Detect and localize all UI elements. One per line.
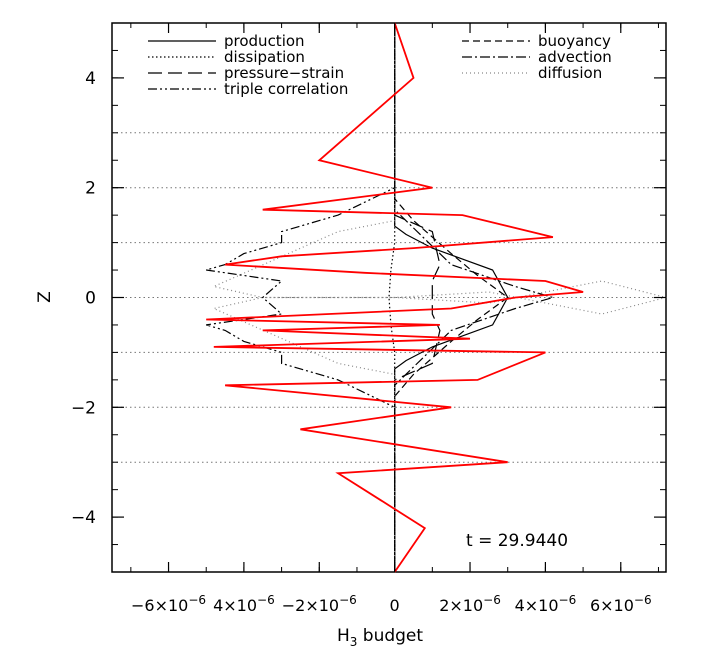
y-axis-label: Z <box>35 291 55 303</box>
x-tick-label-mantissa: 6×10 <box>590 596 634 615</box>
x-tick-label-mantissa: 0 <box>390 596 400 615</box>
x-axis-label-rest: budget <box>357 626 423 646</box>
x-tick-label-mantissa: 4×10 <box>515 596 559 615</box>
x-tick-label: 0 <box>390 596 400 615</box>
legend-label-pressure-strain: pressure−strain <box>224 64 344 82</box>
x-axis-label: H3 budget <box>337 626 423 649</box>
y-tick-label: 2 <box>85 179 96 199</box>
y-tick-label: −2 <box>71 398 96 418</box>
x-tick-label-mantissa: 2×10 <box>439 596 483 615</box>
x-tick-label-exponent: −6 <box>188 593 206 607</box>
x-axis-label-main: H <box>337 626 350 646</box>
legend-label-diffusion: diffusion <box>538 64 602 82</box>
series-advection <box>394 23 556 572</box>
x-tick-labels: −6×10−6 4×10−6 −2×10−6 0 2×10−6 4×10−6 6×10−6 <box>131 593 652 615</box>
y-tick-label: 0 <box>85 289 96 309</box>
x-tick-label: 4×10−6 <box>515 593 577 615</box>
y-tick-labels: −4 −2 0 2 4 <box>71 69 96 528</box>
x-tick-label: −6×10−6 <box>131 593 206 615</box>
series-layer <box>206 22 667 573</box>
x-tick-label-exponent: −6 <box>483 593 501 607</box>
legend-label-advection: advection <box>538 48 612 66</box>
x-tick-label: 6×10−6 <box>590 593 652 615</box>
legend-label-dissipation: dissipation <box>224 48 305 66</box>
legend-label-production: production <box>224 32 305 50</box>
legend: productiondissipationpressure−straintrip… <box>148 32 612 98</box>
legend-label-triple-correlation: triple correlation <box>224 80 348 98</box>
x-tick-label-exponent: −6 <box>257 593 275 607</box>
series-production <box>394 23 509 572</box>
series-pressure-strain <box>394 23 441 572</box>
x-tick-label: 2×10−6 <box>439 593 501 615</box>
x-tick-label-mantissa: −6×10 <box>131 596 188 615</box>
legend-label-buoyancy: buoyancy <box>538 32 611 50</box>
x-tick-label: 4×10−6 <box>213 593 275 615</box>
x-tick-label-mantissa: 4×10 <box>213 596 257 615</box>
x-tick-label-exponent: −6 <box>634 593 652 607</box>
tick-marks <box>112 22 666 573</box>
time-annotation: t = 29.9440 <box>466 531 568 551</box>
gridlines <box>112 132 666 463</box>
x-tick-label: −2×10−6 <box>282 593 357 615</box>
series-total <box>206 22 584 573</box>
y-tick-label: −4 <box>71 508 96 528</box>
x-axis-label-sub: 3 <box>350 635 358 649</box>
plot-frame <box>111 22 667 573</box>
x-tick-label-exponent: −6 <box>559 593 577 607</box>
x-tick-label-mantissa: −2×10 <box>282 596 339 615</box>
series-triple-correlation <box>206 23 396 572</box>
x-tick-label-exponent: −6 <box>339 593 357 607</box>
y-tick-label: 4 <box>85 69 96 89</box>
